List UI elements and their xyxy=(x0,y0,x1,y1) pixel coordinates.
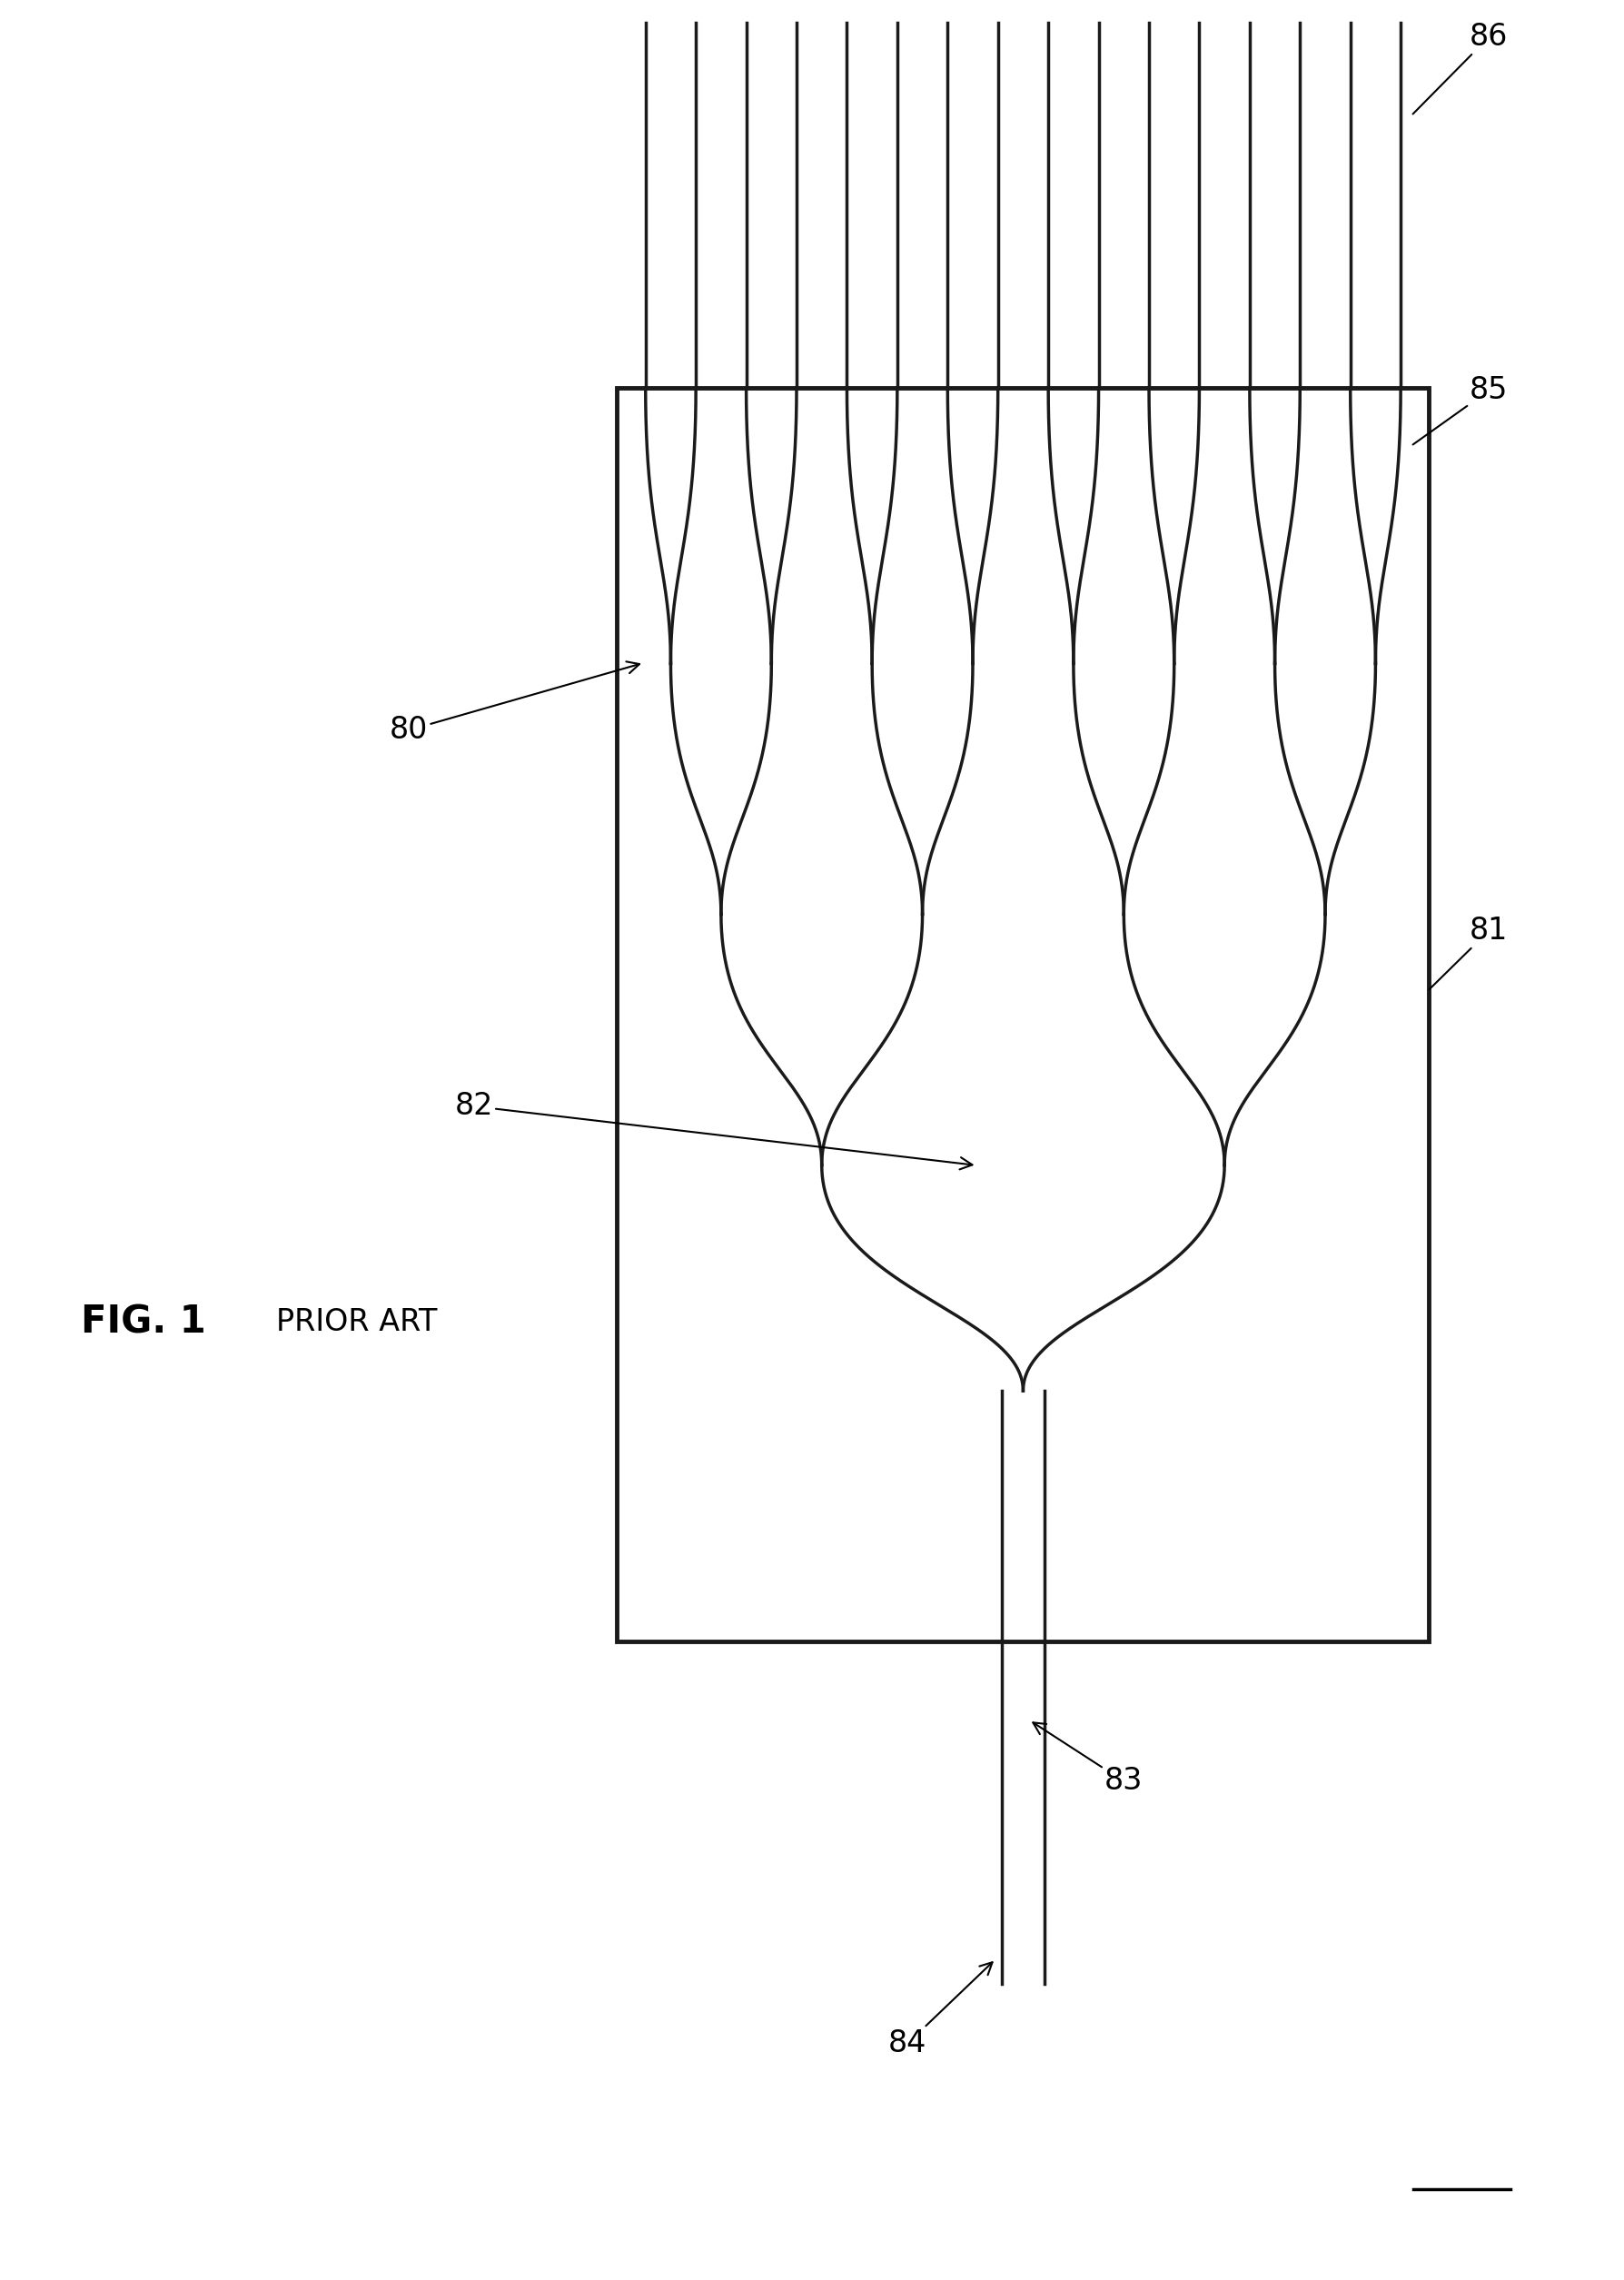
Text: PRIOR ART: PRIOR ART xyxy=(276,1306,437,1338)
Text: 80: 80 xyxy=(390,661,640,746)
Text: 85: 85 xyxy=(1413,376,1509,445)
Text: 82: 82 xyxy=(455,1092,973,1170)
Bar xyxy=(617,388,1429,1642)
Text: 84: 84 xyxy=(888,1963,992,2059)
Text: FIG. 1: FIG. 1 xyxy=(81,1304,206,1341)
Text: 86: 86 xyxy=(1413,23,1509,114)
Text: 83: 83 xyxy=(1033,1724,1143,1797)
Text: 81: 81 xyxy=(1429,917,1509,990)
